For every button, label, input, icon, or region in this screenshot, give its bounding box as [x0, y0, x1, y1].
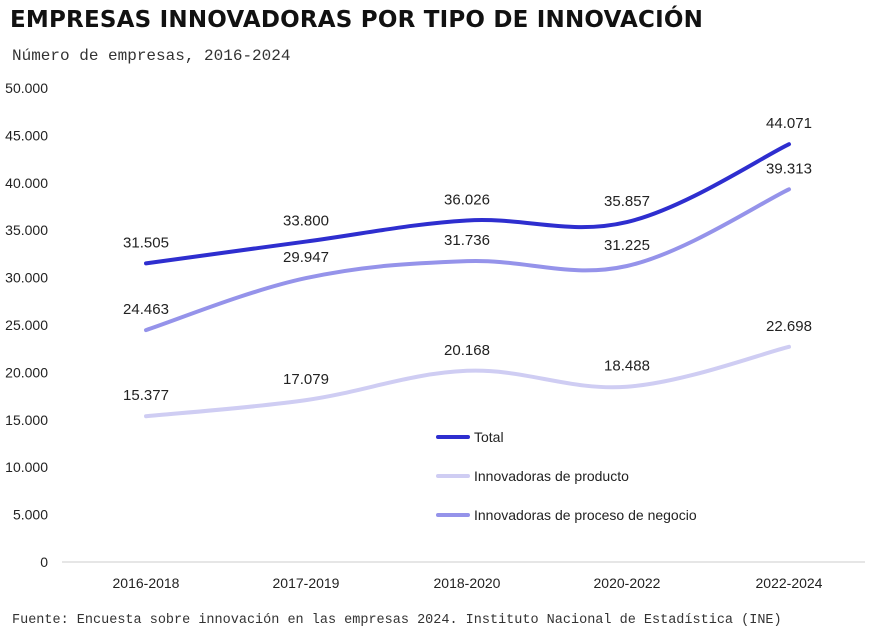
series-line-0	[144, 142, 791, 266]
x-tick-label: 2018-2020	[434, 575, 501, 591]
legend: Total Innovadoras de producto Innovadoras …	[436, 429, 697, 523]
x-axis: 2016-2018 2017-2019 2018-2020 2020-2022 2022…	[113, 575, 823, 591]
data-label: 35.857	[604, 193, 650, 210]
data-labels: 15.377 17.079 20.168 18.488 22.698 24.463 29.9…	[123, 115, 812, 404]
series-line-1	[144, 344, 791, 419]
source-note: Fuente: Encuesta sobre innovación en las…	[12, 613, 782, 628]
legend-label: Innovadoras de proceso de negocio	[474, 507, 697, 523]
y-tick-label: 25.000	[5, 317, 48, 333]
y-tick-label: 35.000	[5, 222, 48, 238]
data-label: 15.377	[123, 387, 169, 404]
series-line-2	[144, 187, 791, 333]
x-tick-label: 2016-2018	[113, 575, 180, 591]
data-label: 33.800	[283, 213, 329, 230]
y-tick-label: 20.000	[5, 364, 48, 380]
chart-subtitle: Número de empresas, 2016-2024	[12, 47, 291, 65]
y-tick-label: 5.000	[13, 507, 48, 523]
y-tick-label: 15.000	[5, 412, 48, 428]
data-label: 17.079	[283, 371, 329, 388]
data-label: 29.947	[283, 249, 329, 266]
x-tick-label: 2017-2019	[273, 575, 340, 591]
data-label: 36.026	[444, 191, 490, 208]
data-label: 24.463	[123, 301, 169, 318]
y-tick-label: 45.000	[5, 127, 48, 143]
legend-label: Innovadoras de producto	[474, 468, 629, 484]
chart-title: EMPRESAS INNOVADORAS POR TIPO DE INNOVAC…	[10, 7, 704, 33]
y-tick-label: 40.000	[5, 175, 48, 191]
data-label: 22.698	[766, 318, 812, 335]
x-tick-label: 2020-2022	[594, 575, 661, 591]
data-label: 18.488	[604, 358, 650, 375]
series-lines	[144, 142, 791, 419]
data-label: 44.071	[766, 115, 812, 132]
data-label: 31.505	[123, 234, 169, 251]
data-label: 31.736	[444, 232, 490, 249]
x-tick-label: 2022-2024	[756, 575, 823, 591]
data-label: 20.168	[444, 342, 490, 359]
data-label: 31.225	[604, 237, 650, 254]
y-tick-label: 30.000	[5, 270, 48, 286]
y-tick-label: 0	[40, 554, 48, 570]
y-tick-label: 50.000	[5, 80, 48, 96]
y-tick-label: 10.000	[5, 459, 48, 475]
y-axis: 0 5.000 10.000 15.000 20.000 25.000 30.000 35.0…	[5, 80, 48, 570]
legend-label: Total	[474, 429, 504, 445]
data-label: 39.313	[766, 160, 812, 177]
